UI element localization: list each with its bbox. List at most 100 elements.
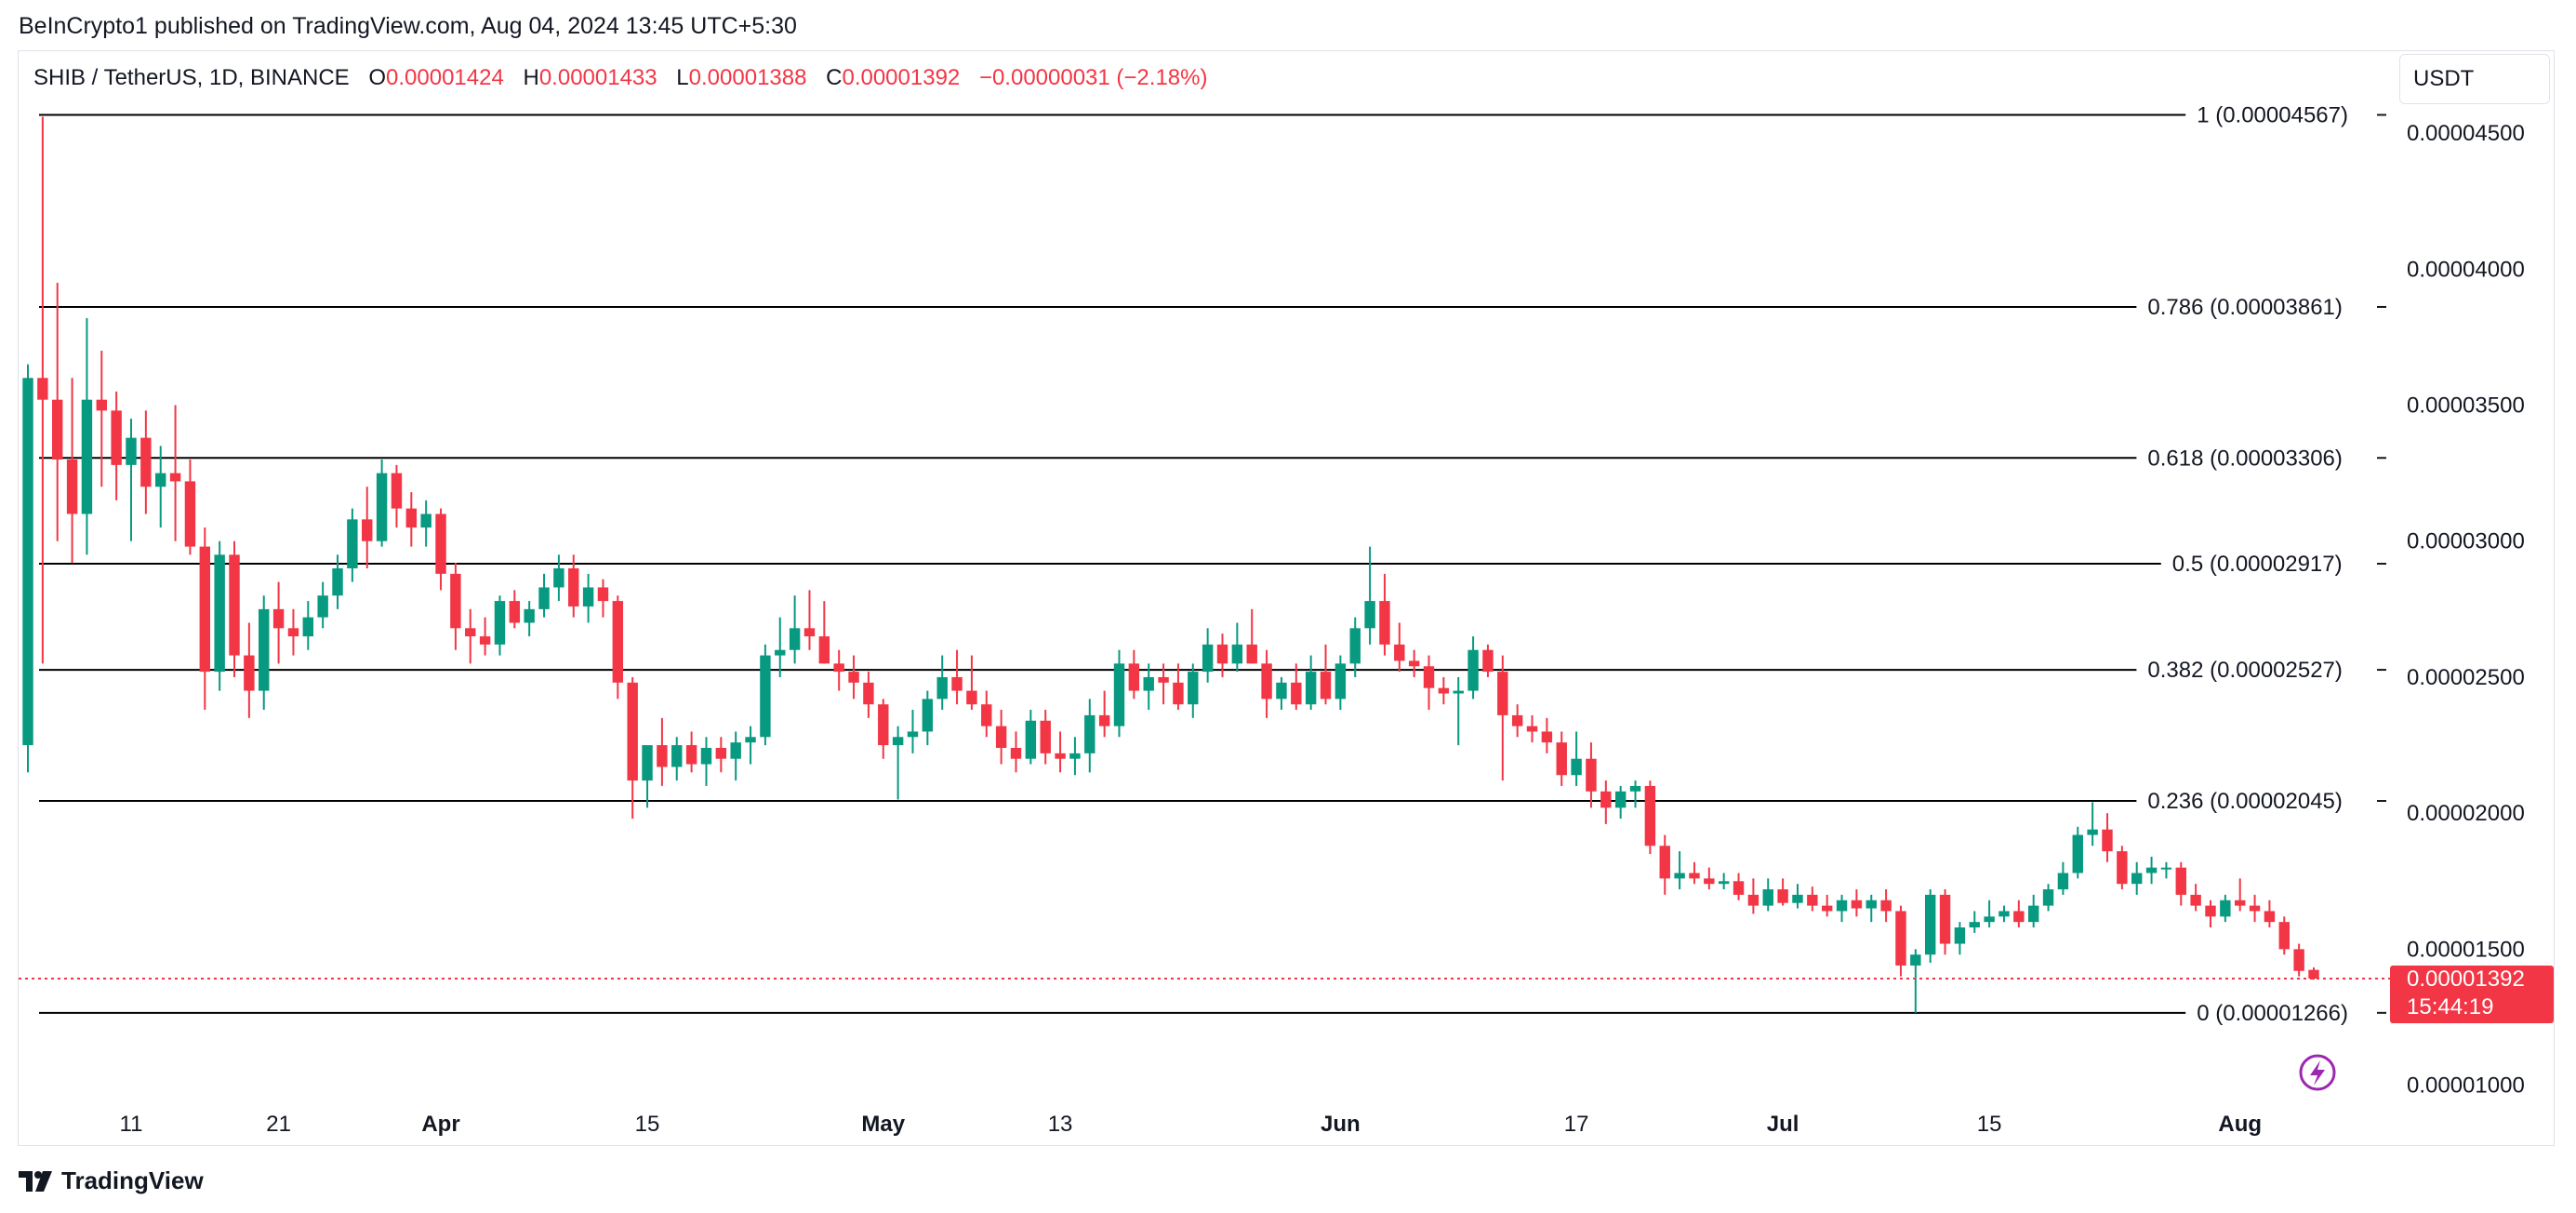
- candle-151: [2249, 894, 2261, 923]
- candle-72: [1084, 699, 1095, 773]
- candle-body-53: [803, 628, 816, 637]
- candle-body-11: [184, 481, 196, 547]
- candle-133: [1984, 900, 1995, 927]
- candle-90: [1349, 617, 1361, 677]
- candle-12: [199, 527, 211, 711]
- candle-body-95: [1423, 666, 1435, 688]
- candle-body-4: [81, 399, 93, 514]
- candle-body-148: [2205, 905, 2216, 917]
- candle-146: [2175, 861, 2186, 906]
- candle-body-114: [1704, 878, 1715, 885]
- candle-99: [1482, 644, 1494, 677]
- y-tick-label-1: 0.00004000: [2407, 257, 2525, 282]
- candle-48: [730, 731, 741, 781]
- y-tick-label-6: 0.00001500: [2407, 937, 2525, 962]
- lightning-icon[interactable]: [2299, 1054, 2336, 1091]
- x-tick-label-1: 21: [266, 1112, 291, 1137]
- tradingview-brand[interactable]: TradingView: [19, 1166, 204, 1195]
- candle-body-108: [1614, 791, 1627, 808]
- fibonacci-levels: 1 (0.00004567) 0.786 (0.00003861) 0.618 (0…: [39, 103, 2386, 1026]
- candle-80: [1202, 628, 1214, 683]
- candle-body-83: [1246, 644, 1257, 664]
- candle-body-3: [66, 460, 78, 514]
- candle-body-96: [1438, 687, 1450, 694]
- candle-14: [229, 540, 240, 677]
- candle-114: [1704, 867, 1715, 890]
- candle-body-37: [568, 567, 579, 606]
- candle-86: [1291, 663, 1302, 711]
- y-tick-label-5: 0.00002000: [2407, 801, 2525, 826]
- candle-150: [2235, 878, 2246, 912]
- x-tick-label-3: 15: [635, 1112, 660, 1137]
- candle-body-138: [2057, 873, 2069, 890]
- candle-body-149: [2220, 900, 2231, 917]
- open-value: 0.00001424: [386, 65, 504, 90]
- y-tick-label-2: 0.00003500: [2407, 393, 2525, 419]
- candle-139: [2072, 826, 2083, 879]
- candle-body-64: [966, 690, 977, 705]
- candle-body-90: [1349, 628, 1361, 664]
- candle-body-52: [789, 628, 801, 650]
- candle-body-94: [1408, 660, 1420, 667]
- candle-13: [214, 540, 225, 691]
- candle-26: [405, 492, 418, 547]
- candle-body-69: [1040, 720, 1051, 753]
- candle-31: [479, 617, 491, 656]
- candle-body-153: [2278, 922, 2290, 950]
- candle-25: [391, 464, 403, 528]
- candle-22: [347, 508, 358, 582]
- candle-body-124: [1851, 900, 1863, 909]
- candle-8: [140, 410, 152, 514]
- candle-57: [863, 672, 874, 718]
- candle-body-109: [1629, 785, 1641, 792]
- candle-36: [553, 554, 564, 602]
- candle-128: [1910, 949, 1921, 1013]
- candle-body-50: [760, 655, 771, 738]
- candle-55: [833, 649, 844, 691]
- candle-body-91: [1364, 601, 1375, 629]
- candle-125: [1866, 894, 1877, 923]
- candle-117: [1747, 878, 1759, 914]
- fib-label-5: 0.236 (0.00002045): [2147, 789, 2343, 814]
- candle-69: [1040, 710, 1051, 765]
- candle-body-132: [1969, 922, 1980, 927]
- candle-127: [1895, 905, 1906, 977]
- y-tick-label-4: 0.00002500: [2407, 665, 2525, 690]
- candle-122: [1821, 894, 1833, 917]
- candle-73: [1098, 690, 1110, 738]
- candle-17: [272, 581, 285, 664]
- candle-body-141: [2102, 829, 2113, 852]
- candle-body-146: [2175, 867, 2186, 895]
- candle-body-78: [1173, 682, 1184, 705]
- candle-130: [1939, 889, 1951, 955]
- candle-109: [1629, 780, 1641, 808]
- candle-body-31: [479, 636, 491, 645]
- candle-body-34: [524, 608, 535, 623]
- candle-87: [1305, 655, 1317, 711]
- low-value: 0.00001388: [688, 65, 807, 90]
- candle-body-88: [1320, 672, 1332, 700]
- high-label: H: [523, 65, 539, 90]
- candle-body-111: [1659, 846, 1670, 879]
- candle-82: [1231, 622, 1243, 673]
- candle-35: [538, 573, 550, 618]
- candle-body-1: [37, 378, 48, 400]
- currency-button[interactable]: USDT: [2399, 54, 2550, 104]
- candle-body-119: [1777, 889, 1788, 903]
- candle-body-98: [1467, 649, 1479, 691]
- candle-body-103: [1541, 731, 1553, 743]
- candle-body-93: [1394, 644, 1405, 661]
- candle-body-68: [1025, 720, 1037, 759]
- candle-body-58: [878, 704, 889, 746]
- candle-141: [2102, 813, 2113, 862]
- candle-88: [1320, 644, 1332, 705]
- candle-142: [2117, 846, 2128, 890]
- candle-body-155: [2308, 969, 2319, 979]
- candle-body-16: [259, 608, 270, 691]
- candle-47: [715, 737, 727, 773]
- candle-94: [1408, 649, 1420, 677]
- candle-body-110: [1644, 785, 1656, 846]
- candle-body-19: [302, 617, 314, 637]
- publisher-line: BeInCrypto1 published on TradingView.com…: [19, 13, 797, 39]
